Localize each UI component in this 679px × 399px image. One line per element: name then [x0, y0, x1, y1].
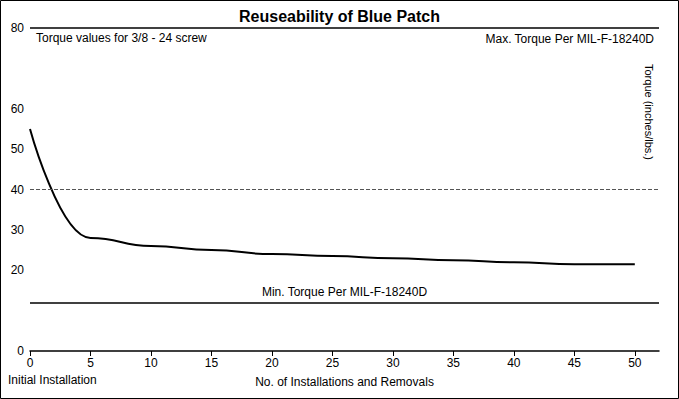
- svg-text:Torque values for 3/8 - 24 scr: Torque values for 3/8 - 24 screw: [36, 31, 207, 45]
- svg-text:Torque (inches/lbs.): Torque (inches/lbs.): [643, 64, 655, 160]
- svg-text:50: 50: [11, 142, 25, 156]
- svg-text:0: 0: [27, 356, 34, 370]
- svg-text:30: 30: [386, 356, 400, 370]
- svg-text:Initial Installation: Initial Installation: [8, 373, 97, 387]
- svg-text:Max. Torque Per MIL-F-18240D: Max. Torque Per MIL-F-18240D: [485, 32, 654, 46]
- svg-text:40: 40: [507, 356, 521, 370]
- svg-text:20: 20: [11, 263, 25, 277]
- svg-text:20: 20: [265, 356, 279, 370]
- svg-text:5: 5: [87, 356, 94, 370]
- svg-text:35: 35: [447, 356, 461, 370]
- svg-text:80: 80: [11, 21, 25, 35]
- svg-text:Min. Torque Per MIL-F-18240D: Min. Torque Per MIL-F-18240D: [262, 285, 428, 299]
- svg-text:10: 10: [144, 356, 158, 370]
- svg-text:40: 40: [11, 183, 25, 197]
- svg-text:Reuseability of Blue Patch: Reuseability of Blue Patch: [239, 8, 440, 25]
- svg-text:25: 25: [326, 356, 340, 370]
- svg-text:50: 50: [628, 356, 642, 370]
- svg-text:45: 45: [568, 356, 582, 370]
- svg-text:0: 0: [17, 344, 24, 358]
- svg-text:30: 30: [11, 223, 25, 237]
- svg-text:60: 60: [11, 102, 25, 116]
- svg-text:No. of Installations and Remov: No. of Installations and Removals: [255, 375, 434, 389]
- svg-text:15: 15: [205, 356, 219, 370]
